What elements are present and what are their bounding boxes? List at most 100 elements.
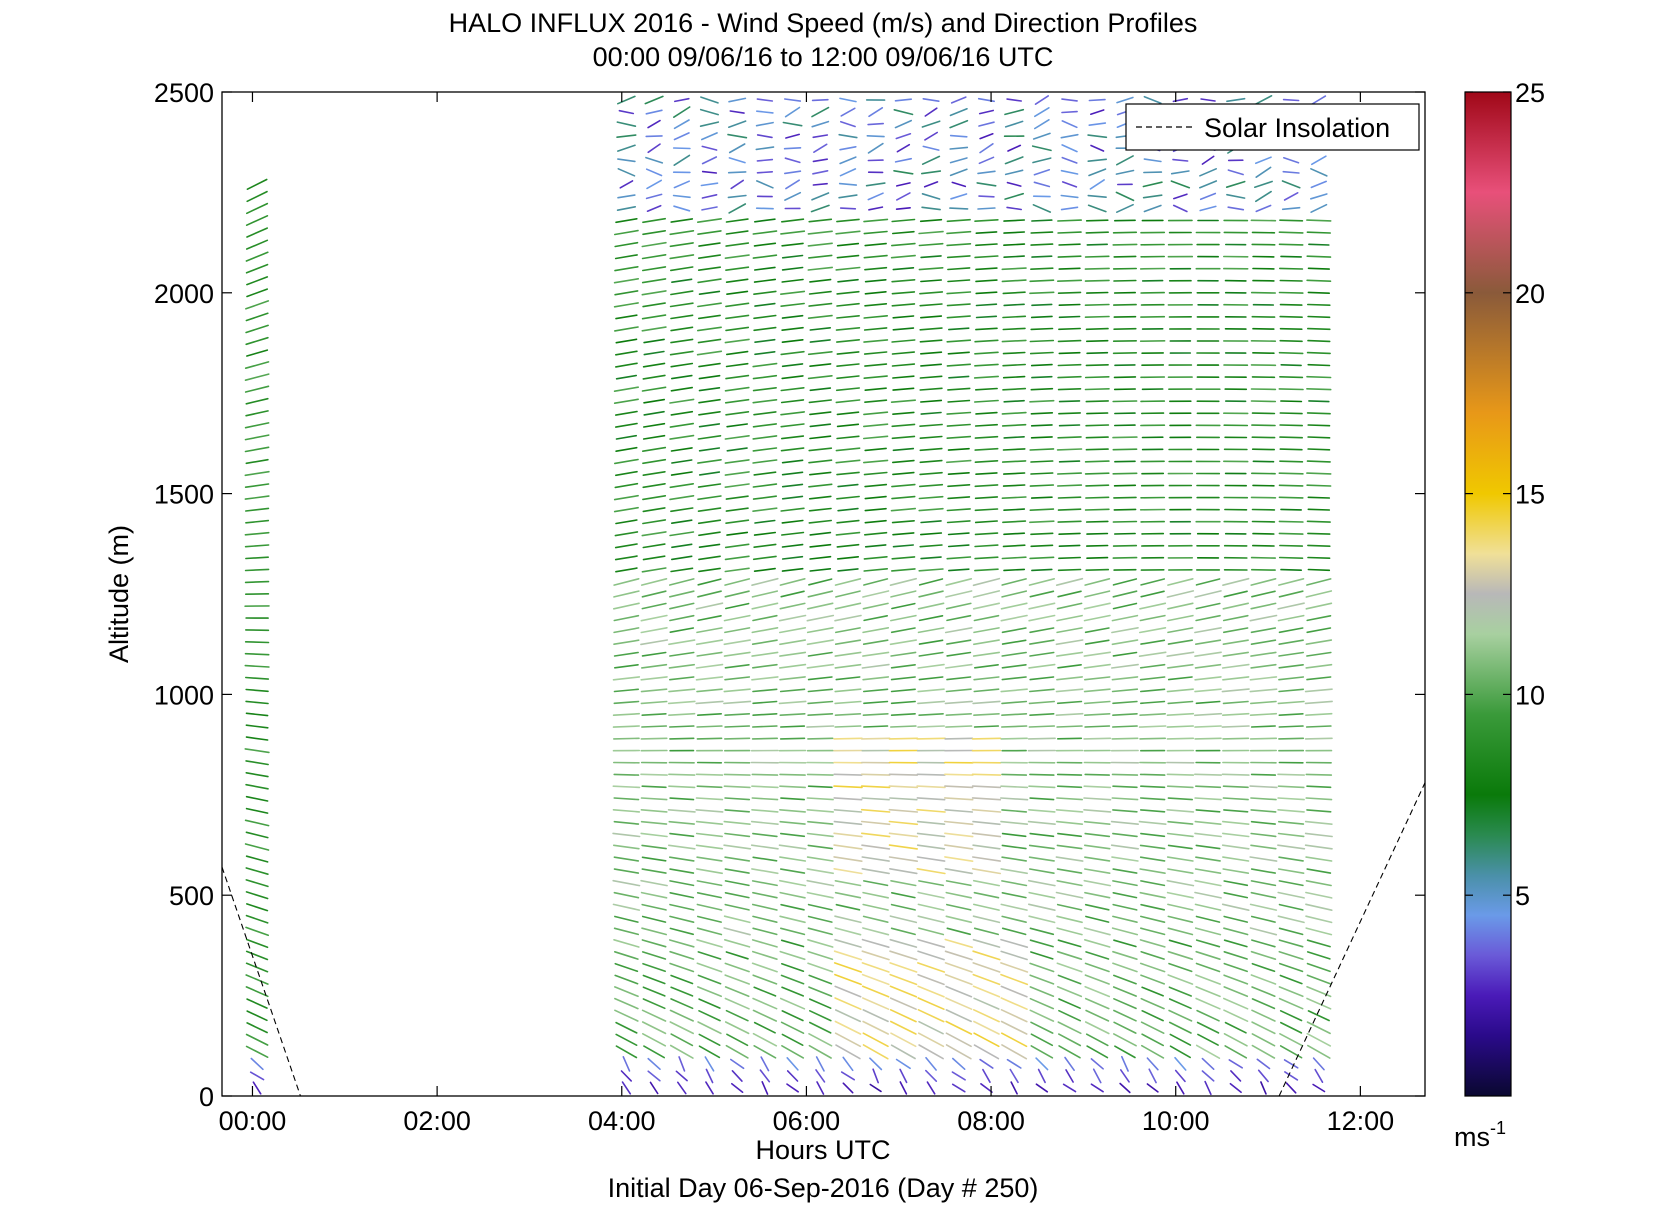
wind-arrow bbox=[1223, 891, 1249, 899]
wind-arrow bbox=[1224, 1021, 1247, 1034]
wind-arrow bbox=[1279, 544, 1304, 547]
wind-arrow bbox=[834, 602, 862, 610]
wind-arrow bbox=[1139, 962, 1166, 973]
wind-arrow bbox=[646, 179, 663, 190]
wind-arrow bbox=[641, 1009, 667, 1022]
wind-arrow bbox=[725, 362, 749, 368]
y-tick-label: 0 bbox=[199, 1082, 214, 1112]
wind-arrow bbox=[1307, 327, 1331, 331]
solar-insolation-line bbox=[222, 782, 1425, 1096]
wind-arrow bbox=[613, 927, 640, 936]
wind-arrow bbox=[1088, 98, 1106, 102]
wind-arrow bbox=[889, 915, 918, 924]
wind-arrow bbox=[973, 688, 1000, 693]
wind-arrow bbox=[1057, 387, 1082, 391]
wind-arrow bbox=[891, 483, 916, 488]
wind-arrow bbox=[971, 867, 1002, 875]
wind-arrow bbox=[891, 218, 916, 223]
wind-arrow bbox=[918, 880, 945, 887]
wind-arrow bbox=[807, 676, 833, 681]
wind-arrow bbox=[1006, 206, 1023, 211]
wind-arrow bbox=[809, 278, 832, 283]
wind-arrow bbox=[698, 242, 721, 247]
wind-arrow bbox=[1250, 974, 1277, 985]
wind-arrow bbox=[1113, 376, 1137, 379]
wind-arrow bbox=[1121, 1055, 1129, 1072]
wind-arrow bbox=[244, 422, 270, 429]
wind-arrow bbox=[725, 242, 750, 247]
chart-subtitle: 00:00 09/06/16 to 12:00 09/06/16 UTC bbox=[593, 42, 1054, 72]
wind-arrow bbox=[1029, 997, 1055, 1010]
wind-arrow bbox=[918, 590, 944, 598]
wind-arrow bbox=[1251, 1021, 1276, 1035]
wind-arrow bbox=[784, 191, 802, 201]
wind-arrow bbox=[1000, 985, 1028, 998]
wind-arrow bbox=[971, 856, 1002, 862]
wind-arrow bbox=[895, 133, 912, 140]
wind-arrow bbox=[863, 614, 889, 622]
wind-arrow bbox=[1199, 180, 1218, 189]
wind-arrow bbox=[835, 1044, 861, 1060]
wind-arrow bbox=[1195, 997, 1221, 1010]
wind-arrow bbox=[834, 915, 862, 924]
wind-arrow bbox=[724, 868, 750, 874]
wind-arrow bbox=[725, 278, 749, 284]
wind-arrow bbox=[946, 508, 971, 512]
wind-arrow bbox=[1010, 1081, 1018, 1095]
wind-arrow bbox=[640, 577, 668, 586]
wind-arrow bbox=[1057, 339, 1082, 343]
wind-arrow bbox=[705, 1081, 714, 1095]
wind-arrow bbox=[1223, 927, 1249, 936]
wind-arrow bbox=[946, 556, 972, 560]
wind-arrow bbox=[752, 832, 778, 838]
wind-arrow bbox=[1061, 110, 1078, 114]
wind-arrow bbox=[731, 1070, 743, 1082]
wind-arrow bbox=[945, 590, 973, 598]
wind-arrow bbox=[919, 387, 943, 391]
wind-arrow bbox=[645, 156, 664, 164]
wind-arrow bbox=[1061, 181, 1078, 188]
wind-arrow bbox=[724, 725, 751, 728]
wind-arrow bbox=[1029, 590, 1055, 598]
wind-arrow bbox=[1278, 484, 1304, 487]
wind-arrow bbox=[696, 725, 723, 728]
wind-arrow bbox=[1085, 424, 1110, 427]
wind-arrow bbox=[1222, 737, 1250, 740]
wind-arrow bbox=[1251, 986, 1276, 998]
wind-arrow bbox=[1083, 785, 1112, 789]
wind-arrow bbox=[1281, 206, 1301, 211]
wind-arrow bbox=[617, 194, 636, 199]
wind-arrow bbox=[669, 302, 694, 308]
wind-arrow bbox=[724, 567, 750, 573]
wind-arrow bbox=[973, 712, 1000, 717]
wind-arrow bbox=[695, 808, 724, 813]
wind-arrow bbox=[1002, 544, 1026, 548]
wind-arrow bbox=[1057, 590, 1082, 598]
wind-arrow bbox=[1251, 590, 1276, 598]
wind-arrow bbox=[620, 1070, 633, 1082]
wind-arrow bbox=[839, 207, 857, 210]
wind-arrow bbox=[697, 230, 722, 235]
wind-arrow bbox=[917, 973, 945, 986]
wind-arrow bbox=[780, 411, 806, 416]
wind-arrow bbox=[899, 1081, 908, 1095]
wind-arrow bbox=[808, 471, 832, 476]
wind-arrow bbox=[1168, 986, 1192, 997]
wind-arrow bbox=[918, 1044, 944, 1060]
wind-arrow bbox=[1029, 484, 1055, 487]
wind-arrow bbox=[1003, 219, 1026, 222]
wind-arrow bbox=[949, 119, 969, 129]
wind-arrow bbox=[1060, 194, 1079, 199]
wind-arrow bbox=[807, 938, 834, 948]
wind-arrow bbox=[1305, 879, 1332, 887]
wind-arrow bbox=[971, 785, 1002, 789]
wind-arrow bbox=[1055, 891, 1084, 899]
wind-arrow bbox=[1056, 797, 1083, 801]
wind-arrow bbox=[1056, 915, 1083, 924]
wind-arrow bbox=[673, 154, 691, 166]
wind-arrow bbox=[864, 242, 887, 247]
wind-arrow bbox=[669, 651, 695, 657]
wind-arrow bbox=[643, 410, 665, 416]
wind-arrow bbox=[919, 375, 943, 379]
